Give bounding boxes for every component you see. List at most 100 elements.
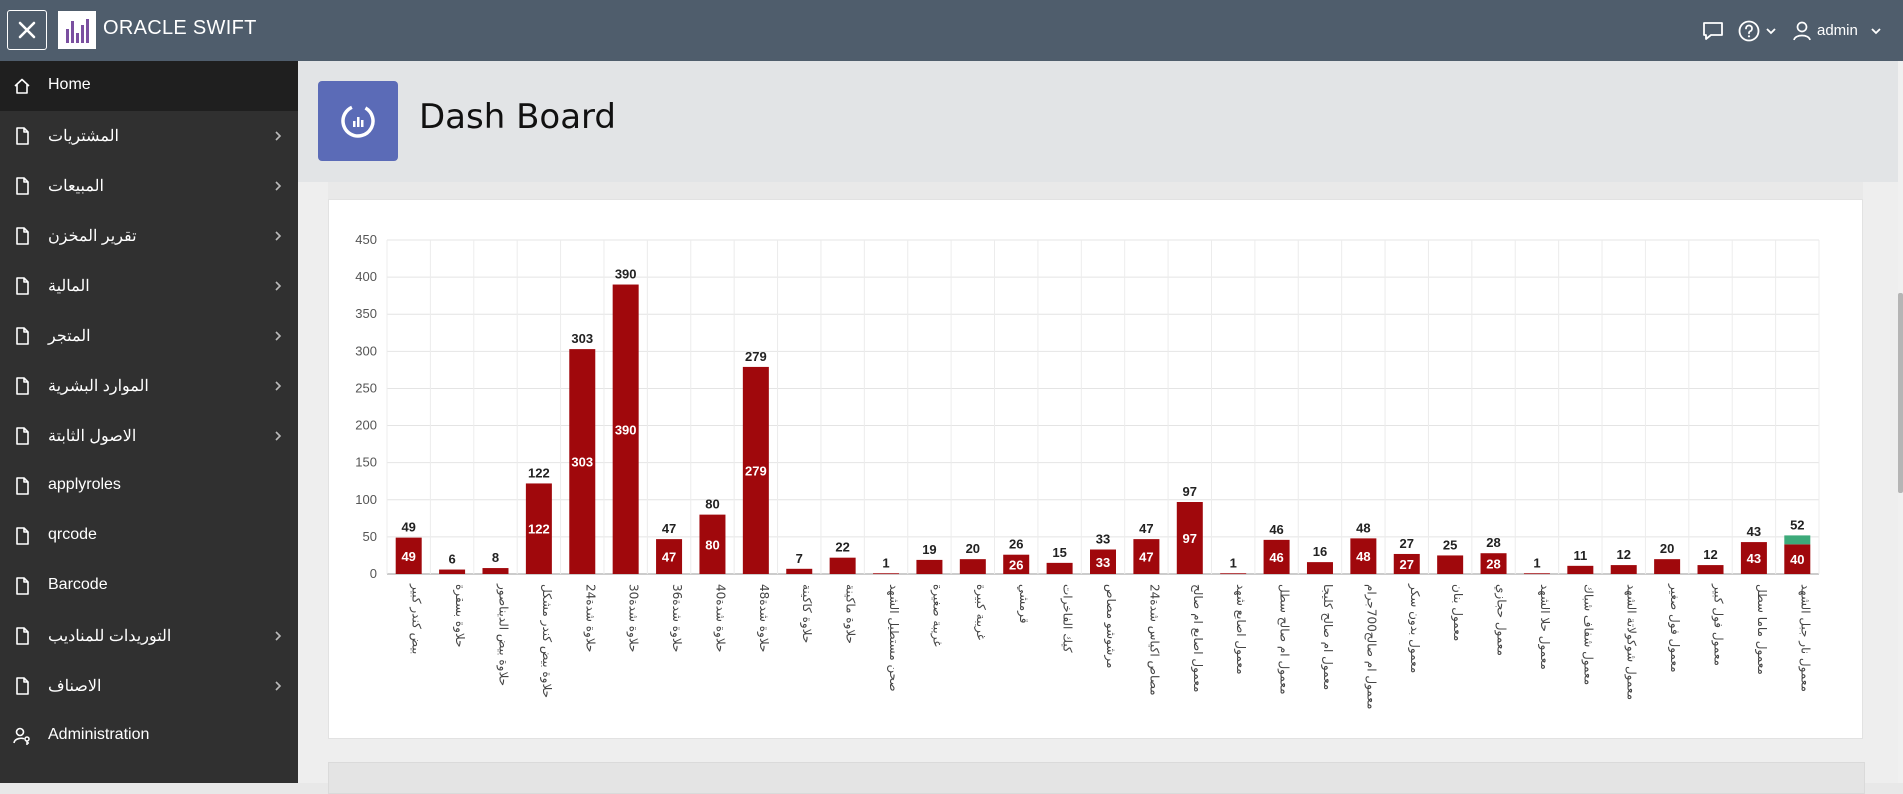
bar [1784, 544, 1811, 574]
x-tick-label: صحن مستطيل الشهد [886, 584, 901, 692]
bar [786, 568, 813, 574]
bar-inner-value-label: 279 [745, 463, 767, 478]
bar-total-label: 6 [448, 552, 455, 567]
file-icon [16, 477, 29, 495]
file-icon [16, 127, 29, 145]
file-icon [16, 227, 29, 245]
bar-total-label: 20 [1660, 541, 1674, 556]
x-tick-label: بيض كندر كبير [409, 583, 424, 654]
chevron-right-icon[interactable] [272, 430, 284, 442]
sidebar-item[interactable]: الاصول الثابتة [0, 411, 298, 461]
bar-total-label: 390 [615, 267, 637, 282]
bar [1263, 539, 1290, 574]
bar [1220, 573, 1247, 575]
sidebar-item[interactable]: التوريدات للمناديب [0, 611, 298, 661]
x-tick-label: حلاوة شدة40 [712, 584, 727, 652]
sidebar-item-label: Home [48, 76, 91, 93]
bar-total-label: 46 [1269, 522, 1283, 537]
sidebar-item[interactable]: Home [0, 61, 298, 111]
x-tick-label: حلاوة بيض الديناصور [495, 583, 510, 686]
bar-total-label: 12 [1616, 547, 1630, 562]
bar-total-label: 97 [1183, 484, 1197, 499]
x-tick-label: حلاوة شدة36 [669, 584, 684, 652]
sidebar-item[interactable]: Administration [0, 711, 298, 761]
chat-bubble-icon [1703, 22, 1723, 40]
chevron-right-icon[interactable] [272, 630, 284, 642]
bar [916, 559, 943, 574]
bar-inner-value-label: 27 [1400, 557, 1414, 572]
sidebar-item[interactable]: المالية [0, 261, 298, 311]
bar-inner-value-label: 33 [1096, 555, 1110, 570]
x-tick-label: حلاوة شدة30 [626, 584, 641, 652]
bar [959, 559, 986, 574]
bar-total-label: 1 [882, 555, 889, 570]
sidebar-item-label: applyroles [48, 476, 121, 493]
sidebar-item[interactable]: المشتريات [0, 111, 298, 161]
bar-inner-value-label: 28 [1486, 557, 1500, 572]
bar [569, 349, 596, 574]
y-tick-label: 250 [355, 380, 377, 395]
sidebar-item-label: qrcode [48, 526, 97, 543]
chevron-right-icon[interactable] [272, 680, 284, 692]
sidebar-item-label: Barcode [48, 576, 108, 593]
x-tick-label: معمول فول صغير [1667, 583, 1682, 673]
sidebar-item[interactable]: الموارد البشرية [0, 361, 298, 411]
sidebar-item[interactable]: applyroles [0, 461, 298, 511]
file-icon [16, 277, 29, 295]
bar [829, 557, 856, 574]
sidebar-nav: Home المشتريات المبيعات تقرير المخزن المالية… [0, 61, 298, 783]
bar-inner-value-label: 49 [401, 549, 415, 564]
x-tick-label: غريبة صغيرة [929, 584, 944, 647]
user-key-icon [13, 727, 30, 745]
close-menu-button[interactable] [7, 10, 47, 50]
sidebar-item[interactable]: الاصناف [0, 661, 298, 711]
help-menu-button[interactable] [1737, 19, 1781, 43]
chevron-right-icon[interactable] [272, 130, 284, 142]
bar-inner-value-label: 47 [662, 550, 676, 565]
sidebar-item-label: الاصول الثابتة [48, 428, 137, 445]
sidebar-item[interactable]: Barcode [0, 561, 298, 611]
bar-total-label: 43 [1747, 524, 1761, 539]
sidebar-item[interactable]: المبيعات [0, 161, 298, 211]
sidebar-item[interactable]: المتجر [0, 311, 298, 361]
y-tick-label: 200 [355, 418, 377, 433]
bar-total-label: 47 [662, 521, 676, 536]
bar-total-label: 303 [571, 331, 593, 346]
bar [1437, 555, 1464, 574]
close-icon [18, 21, 36, 39]
region-header-strip [328, 182, 1863, 200]
page-icon [318, 81, 398, 161]
feedback-button[interactable] [1701, 20, 1725, 42]
sidebar-item-label: التوريدات للمناديب [48, 628, 172, 645]
x-tick-label: حلاوة بيض كندر مشكل [539, 584, 554, 698]
bar [1133, 539, 1160, 574]
x-tick-label: غريبة كبيرة [973, 584, 988, 640]
page-scrollbar[interactable] [1898, 61, 1903, 783]
bar [1567, 565, 1594, 574]
x-tick-label: مصاص اكياس شدة24 [1146, 584, 1161, 696]
bar [1046, 562, 1073, 574]
bar-total-label: 25 [1443, 537, 1457, 552]
bar-inner-value-label: 80 [705, 537, 719, 552]
bar-total-label: 80 [705, 497, 719, 512]
chevron-right-icon[interactable] [272, 180, 284, 192]
sidebar-item[interactable]: تقرير المخزن [0, 211, 298, 261]
chevron-right-icon[interactable] [272, 330, 284, 342]
chevron-right-icon[interactable] [272, 280, 284, 292]
bar [395, 537, 422, 574]
x-tick-label: حلاوة ماكينة [843, 584, 858, 644]
bar-inner-value-label: 303 [571, 455, 593, 470]
user-menu-button[interactable]: admin [1790, 18, 1900, 44]
bar-total-label: 279 [745, 349, 767, 364]
bar-total-label: 19 [922, 542, 936, 557]
x-tick-label: معمول بدون سكر [1407, 583, 1422, 673]
bar-total-label: 7 [796, 551, 803, 566]
sidebar-item[interactable]: qrcode [0, 511, 298, 561]
chevron-right-icon[interactable] [272, 380, 284, 392]
bar-inner-value-label: 46 [1269, 550, 1283, 565]
x-tick-label: قرمشي [1016, 584, 1031, 624]
file-icon [16, 577, 29, 595]
bar-chart: 0 50 100 150 200 250 300 350 400 450 49 49 بيض كندر … [355, 232, 1820, 709]
chevron-right-icon[interactable] [272, 230, 284, 242]
scrollbar-thumb[interactable] [1898, 293, 1903, 493]
